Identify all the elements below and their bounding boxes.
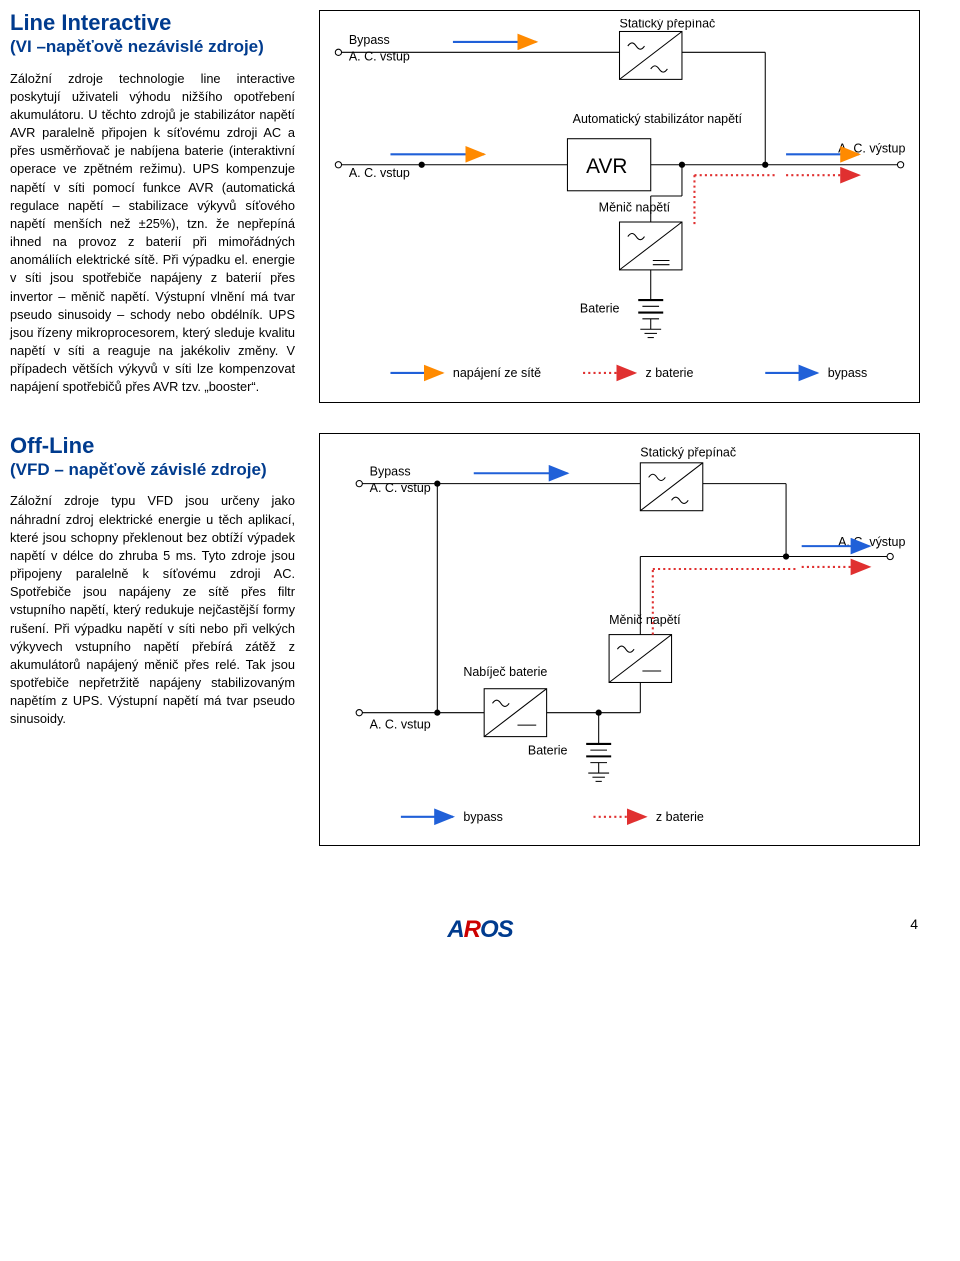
label-menic: Měnič napětí	[599, 201, 671, 215]
footer: AROS 4	[0, 916, 960, 944]
body-off-line: Záložní zdroje typu VFD jsou určeny jako…	[10, 492, 295, 728]
label-ac-vstup-2top: A. C. vstup	[370, 481, 431, 495]
label-static-switch: Statický přepínač	[620, 19, 716, 30]
heading-off-line: Off-Line	[10, 433, 295, 458]
label-ac-vstup-2main: A. C. vstup	[370, 717, 431, 731]
label-ac-vstup-main: A. C. vstup	[349, 166, 410, 180]
diagram-svg-2: Bypass A. C. vstup Statický přepínač	[328, 442, 911, 838]
legend-batt-2: z baterie	[656, 810, 704, 824]
section-off-line: Off-Line (VFD – napěťově závislé zdroje)…	[10, 433, 920, 847]
label-menic-2: Měnič napětí	[609, 613, 681, 627]
diagram-column-1: Bypass A. C. vstup Statický přepínač A. …	[319, 10, 920, 403]
diagram-off-line: Bypass A. C. vstup Statický přepínač	[319, 433, 920, 847]
text-column-1: Line Interactive (VI –napěťově nezávislé…	[10, 10, 295, 403]
diagram-line-interactive: Bypass A. C. vstup Statický přepínač A. …	[319, 10, 920, 403]
diagram-column-2: Bypass A. C. vstup Statický přepínač	[319, 433, 920, 847]
legend-mains: napájení ze sítě	[453, 366, 541, 380]
diagram-svg-1: Bypass A. C. vstup Statický přepínač A. …	[328, 19, 911, 394]
label-ac-vstup-top: A. C. vstup	[349, 50, 410, 64]
page-number: 4	[910, 916, 918, 932]
logo: AROS	[447, 916, 512, 944]
label-baterie-2: Baterie	[528, 743, 568, 757]
label-nabijec: Nabíječ baterie	[463, 665, 547, 679]
legend-batt: z baterie	[646, 366, 694, 380]
legend-bypass: bypass	[828, 366, 868, 380]
subheading-off-line: (VFD – napěťově závislé zdroje)	[10, 460, 295, 480]
label-baterie: Baterie	[580, 302, 620, 316]
label-bypass-2: Bypass	[370, 464, 411, 478]
label-avr: AVR	[586, 155, 627, 178]
heading-line-interactive: Line Interactive	[10, 10, 295, 35]
body-line-interactive: Záložní zdroje technologie line interact…	[10, 70, 295, 397]
label-ac-vystup: A. C. výstup	[838, 141, 905, 155]
subheading-line-interactive: (VI –napěťově nezávislé zdroje)	[10, 37, 295, 57]
section-line-interactive: Line Interactive (VI –napěťově nezávislé…	[10, 10, 920, 403]
label-bypass: Bypass	[349, 33, 390, 47]
text-column-2: Off-Line (VFD – napěťově závislé zdroje)…	[10, 433, 295, 847]
label-static-switch-2: Statický přepínač	[640, 445, 736, 459]
legend-bypass-2: bypass	[463, 810, 503, 824]
label-avr-text: Automatický stabilizátor napětí	[573, 112, 743, 126]
